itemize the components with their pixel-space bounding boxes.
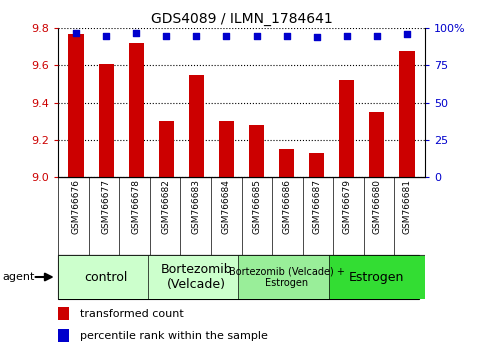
Point: [403, 32, 411, 37]
Text: control: control: [85, 270, 128, 284]
Title: GDS4089 / ILMN_1784641: GDS4089 / ILMN_1784641: [151, 12, 332, 26]
Point: [72, 30, 80, 36]
Text: percentile rank within the sample: percentile rank within the sample: [80, 331, 268, 341]
Text: GSM766679: GSM766679: [342, 179, 351, 234]
Text: GSM766685: GSM766685: [252, 179, 261, 234]
Text: GSM766682: GSM766682: [162, 179, 171, 234]
Text: agent: agent: [2, 272, 35, 282]
Point: [373, 33, 381, 39]
Bar: [159, 121, 174, 177]
Bar: [128, 43, 144, 177]
Bar: [239, 255, 335, 299]
Bar: [399, 51, 414, 177]
Bar: [219, 121, 234, 177]
Bar: [58, 330, 69, 342]
Point: [283, 33, 290, 39]
Text: Bortezomib (Velcade) +
Estrogen: Bortezomib (Velcade) + Estrogen: [228, 266, 344, 288]
Bar: [189, 75, 204, 177]
Point: [102, 33, 110, 39]
Text: transformed count: transformed count: [80, 309, 184, 319]
Bar: [148, 255, 244, 299]
Text: GSM766676: GSM766676: [71, 179, 81, 234]
Text: GSM766678: GSM766678: [132, 179, 141, 234]
Text: GSM766683: GSM766683: [192, 179, 201, 234]
Point: [162, 33, 170, 39]
Text: GSM766680: GSM766680: [372, 179, 382, 234]
Text: GSM766684: GSM766684: [222, 179, 231, 234]
Bar: [69, 34, 84, 177]
Text: GSM766687: GSM766687: [312, 179, 321, 234]
Point: [313, 34, 321, 40]
Text: Bortezomib
(Velcade): Bortezomib (Velcade): [160, 263, 232, 291]
Bar: [58, 255, 154, 299]
Point: [343, 33, 351, 39]
Text: Estrogen: Estrogen: [349, 270, 405, 284]
Bar: [339, 80, 355, 177]
Point: [223, 33, 230, 39]
Point: [132, 30, 140, 36]
Bar: [329, 255, 425, 299]
Text: GSM766681: GSM766681: [402, 179, 412, 234]
Point: [193, 33, 200, 39]
Bar: [58, 307, 69, 320]
Bar: [249, 125, 264, 177]
Point: [253, 33, 260, 39]
Bar: [279, 149, 294, 177]
Bar: [309, 153, 324, 177]
Text: GSM766677: GSM766677: [101, 179, 111, 234]
Bar: [369, 112, 384, 177]
Text: GSM766686: GSM766686: [282, 179, 291, 234]
Bar: [99, 64, 114, 177]
